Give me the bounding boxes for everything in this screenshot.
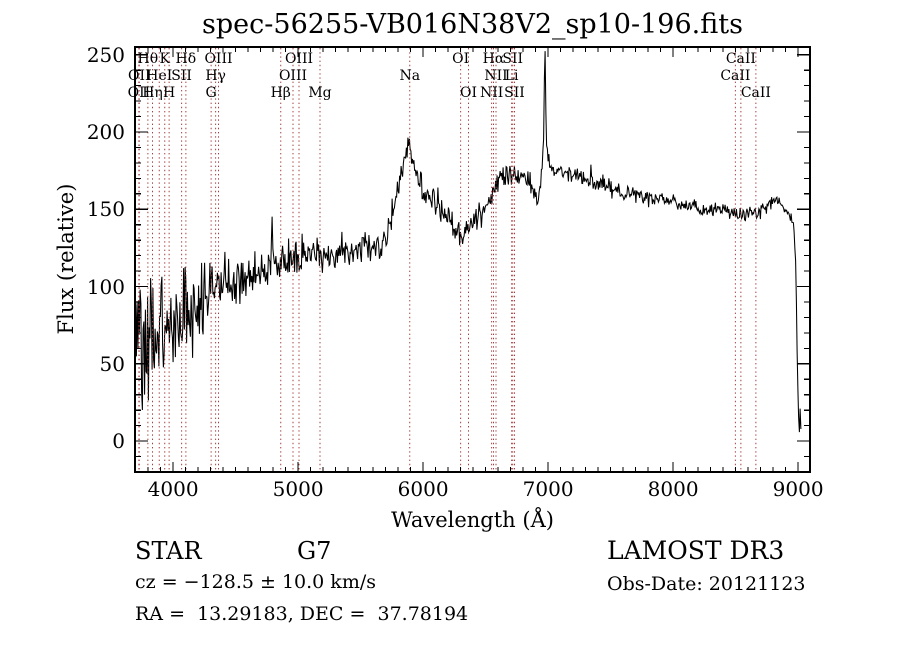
spectral-line-label: NII: [479, 85, 504, 101]
spectral-line-label: Hθ: [137, 51, 159, 67]
spectral-line-markers: [138, 48, 757, 471]
spectral-line-label: Hγ: [205, 68, 226, 84]
spectral-line-label: Na: [399, 68, 421, 84]
wavelength-tick-label: 9000: [772, 477, 824, 501]
wavelength-tick-label: 7000: [522, 477, 574, 501]
obs-date-label: Obs-Date: 20121123: [607, 573, 806, 595]
survey-label: LAMOST DR3: [607, 536, 785, 565]
spectral-line-label: CaII: [725, 51, 756, 67]
spectral-line-label: H: [163, 85, 176, 101]
spectral-line-label: G: [205, 85, 217, 101]
plot-frame: [134, 46, 811, 473]
axis-ticks: [135, 47, 810, 472]
wavelength-tick-label: 4000: [147, 477, 199, 501]
spectral-line-label: OI: [452, 51, 470, 67]
x-axis-title: Wavelength (Å): [391, 508, 554, 532]
spectral-line-label: Hη: [142, 85, 163, 101]
spectral-line-label: CaII: [740, 85, 771, 101]
spectral-line-label: NII: [484, 68, 508, 84]
spectral-line-label: OIII: [204, 51, 233, 67]
object-subclass-label: G7: [297, 537, 332, 565]
flux-tick-label: 250: [86, 42, 125, 67]
spectral-line-label: OII: [127, 68, 151, 84]
spectral-line-label: Hα: [482, 51, 505, 67]
ra-dec-value: RA = 13.29183, DEC = 37.78194: [135, 603, 469, 625]
spectrum-trace: [135, 51, 802, 433]
spectral-line-label: OIII: [284, 51, 314, 67]
flux-tick-label: 0: [112, 429, 125, 454]
flux-tick-label: 100: [86, 274, 125, 299]
plot-title: spec-56255-VB016N38V2_sp10-196.fits: [202, 9, 743, 40]
spectral-line-label: CaII: [720, 68, 751, 84]
object-type-label: STAR: [135, 537, 202, 565]
wavelength-tick-label: 6000: [397, 477, 449, 501]
flux-tick-label: 200: [86, 120, 125, 144]
wavelength-tick-label: 8000: [647, 477, 699, 501]
spectrum-trace-group: [135, 51, 802, 433]
spectral-line-label: Mg: [308, 85, 332, 101]
flux-tick-label: 150: [86, 197, 125, 222]
spectral-line-label: Li: [504, 68, 519, 84]
spectral-line-label: OIII: [278, 68, 308, 84]
spectral-line-label: OI: [459, 85, 477, 101]
spectral-line-label: Hδ: [175, 51, 197, 67]
cz-value: cz = −128.5 ± 10.0 km/s: [135, 571, 376, 593]
spectral-line-label: OII: [127, 85, 151, 101]
spectral-line-label: Hβ: [270, 85, 291, 101]
spectral-line-label: SII: [504, 85, 525, 101]
wavelength-tick-label: 5000: [272, 477, 324, 501]
spectral-line-label: SII: [502, 51, 524, 67]
flux-tick-label: 50: [99, 351, 125, 376]
spectral-line-label: K: [159, 51, 170, 67]
spectral-line-label: SII: [171, 68, 192, 84]
spectral-line-label: HeI: [146, 68, 173, 84]
plot-border: [134, 46, 811, 473]
